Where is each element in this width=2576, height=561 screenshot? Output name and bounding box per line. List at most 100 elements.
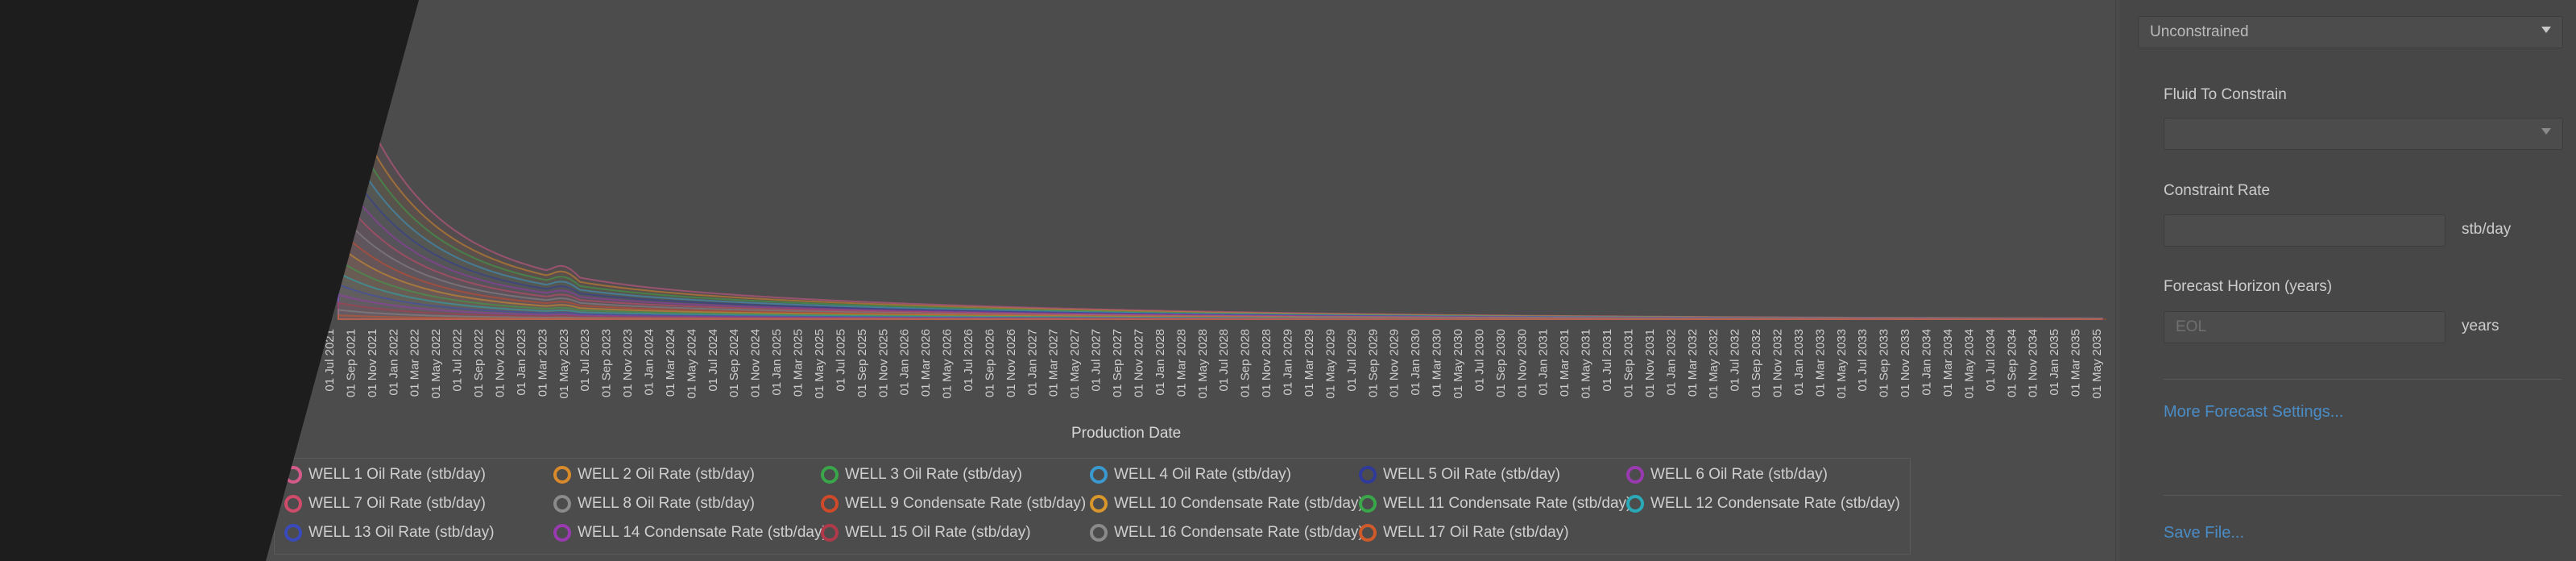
x-tick-label: 01 Sep 2025	[855, 329, 869, 397]
x-tick-label: 01 Nov 2026	[1004, 329, 1018, 397]
x-tick-label: 01 Jul 2032	[1729, 329, 1742, 392]
more-forecast-settings-link[interactable]: More Forecast Settings...	[2164, 403, 2344, 421]
production-chart: 01 Jul 2021 01 Sep 2021 01 Nov 2021 01 Jan …	[274, 44, 2106, 555]
x-tick-label: 01 Jul 2034	[1984, 329, 1998, 392]
legend-label: WELL 16 Condensate Rate (stb/day)	[1114, 524, 1364, 541]
x-tick-label: 01 Sep 2022	[472, 329, 486, 397]
legend-label: WELL 3 Oil Rate (stb/day)	[845, 466, 1022, 483]
x-tick-label: 01 Nov 2027	[1133, 329, 1146, 397]
forecast-horizon-unit: years	[2462, 318, 2499, 335]
x-tick-label: 01 Jan 2033	[1792, 329, 1806, 396]
save-file-link[interactable]: Save File...	[2164, 524, 2245, 542]
x-tick-label: 01 May 2033	[1835, 329, 1849, 399]
x-tick-label: 01 Nov 2031	[1643, 329, 1657, 397]
legend-item-8[interactable]: WELL 8 Oil Rate (stb/day)	[553, 494, 755, 513]
x-tick-label: 01 May 2024	[685, 329, 698, 399]
series-area-17	[338, 314, 2102, 320]
legend-item-2[interactable]: WELL 2 Oil Rate (stb/day)	[553, 465, 755, 484]
x-tick-label: 01 Sep 2027	[1111, 329, 1124, 397]
legend-item-1[interactable]: WELL 1 Oil Rate (stb/day)	[284, 465, 486, 484]
chart-plot: 01 Jul 2021 01 Sep 2021 01 Nov 2021 01 Jan …	[323, 44, 2106, 399]
legend-item-15[interactable]: WELL 15 Oil Rate (stb/day)	[821, 523, 1031, 542]
legend-label: WELL 15 Oil Rate (stb/day)	[845, 524, 1031, 541]
x-tick-label: 01 May 2029	[1323, 329, 1337, 399]
legend-item-12[interactable]: WELL 12 Condensate Rate (stb/day)	[1626, 494, 1900, 513]
legend-marker-icon	[1090, 466, 1108, 484]
legend-label: WELL 1 Oil Rate (stb/day)	[309, 466, 486, 483]
x-tick-label: 01 Mar 2026	[919, 329, 933, 397]
legend-item-17[interactable]: WELL 17 Oil Rate (stb/day)	[1359, 523, 1569, 542]
legend-item-5[interactable]: WELL 5 Oil Rate (stb/day)	[1359, 465, 1560, 484]
x-tick-label: 01 Jan 2023	[515, 329, 528, 396]
legend-label: WELL 12 Condensate Rate (stb/day)	[1650, 495, 1900, 512]
x-tick-label: 01 Mar 2034	[1941, 329, 1955, 397]
legend-item-14[interactable]: WELL 14 Condensate Rate (stb/day)	[553, 523, 827, 542]
constraint-type-select[interactable]: Unconstrained	[2138, 16, 2563, 48]
legend-item-9[interactable]: WELL 9 Condensate Rate (stb/day)	[821, 494, 1086, 513]
x-tick-label: 01 Mar 2033	[1813, 329, 1827, 397]
x-tick-label: 01 May 2034	[1962, 329, 1976, 399]
x-tick-label: 01 Jan 2031	[1537, 329, 1551, 396]
legend-marker-icon	[553, 466, 571, 484]
legend-label: WELL 17 Oil Rate (stb/day)	[1383, 524, 1569, 541]
x-tick-label: 01 Jan 2025	[770, 329, 784, 396]
legend-item-11[interactable]: WELL 11 Condensate Rate (stb/day)	[1359, 494, 1631, 513]
legend-item-4[interactable]: WELL 4 Oil Rate (stb/day)	[1090, 465, 1291, 484]
forecast-horizon-input[interactable]: EOL	[2164, 311, 2446, 343]
legend-item-7[interactable]: WELL 7 Oil Rate (stb/day)	[284, 494, 486, 513]
constraint-rate-input[interactable]	[2164, 214, 2446, 247]
legend-label: WELL 10 Condensate Rate (stb/day)	[1114, 495, 1364, 512]
x-tick-label: 01 Sep 2029	[1366, 329, 1380, 397]
x-axis-label: Production Date	[1071, 425, 1182, 442]
legend-marker-icon	[284, 495, 302, 513]
legend-marker-icon	[821, 524, 839, 542]
legend-label: WELL 14 Condensate Rate (stb/day)	[578, 524, 827, 541]
x-tick-label: 01 Jul 2031	[1601, 329, 1614, 392]
x-tick-label: 01 Jan 2030	[1409, 329, 1423, 396]
legend-item-13[interactable]: WELL 13 Oil Rate (stb/day)	[284, 523, 495, 542]
x-tick-label: 01 Nov 2025	[876, 329, 890, 397]
legend-label: WELL 13 Oil Rate (stb/day)	[309, 524, 495, 541]
x-tick-label: 01 Mar 2028	[1174, 329, 1188, 397]
x-tick-label: 01 Jul 2022	[451, 329, 465, 392]
legend-item-10[interactable]: WELL 10 Condensate Rate (stb/day)	[1090, 494, 1364, 513]
legend-label: WELL 6 Oil Rate (stb/day)	[1650, 466, 1828, 483]
x-tick-label: 01 Mar 2031	[1558, 329, 1572, 397]
legend-marker-icon	[821, 466, 839, 484]
series-area-1	[338, 44, 2103, 320]
x-tick-label: 01 Jul 2027	[1090, 329, 1104, 392]
x-tick-label: 01 Sep 2026	[983, 329, 996, 397]
panel-splitter[interactable]	[2115, 0, 2121, 561]
legend-marker-icon	[1090, 524, 1108, 542]
x-tick-label: 01 May 2031	[1580, 329, 1593, 399]
forecast-settings-panel: Unconstrained Fluid To Constrain Constra…	[2120, 0, 2576, 561]
x-tick-label: 01 Mar 2025	[792, 329, 806, 397]
legend-marker-icon	[1359, 524, 1377, 542]
fluid-to-constrain-select[interactable]	[2164, 118, 2563, 150]
x-tick-label: 01 Sep 2031	[1622, 329, 1636, 397]
legend-marker-icon	[284, 524, 302, 542]
legend-item-3[interactable]: WELL 3 Oil Rate (stb/day)	[821, 465, 1022, 484]
constraint-type-value: Unconstrained	[2150, 23, 2249, 40]
x-tick-label: 01 Sep 2030	[1494, 329, 1508, 397]
x-tick-label: 01 Nov 2023	[621, 329, 635, 397]
forecast-horizon-placeholder: EOL	[2176, 318, 2207, 335]
x-tick-label: 01 May 2035	[2090, 329, 2104, 399]
x-tick-label: 01 May 2028	[1196, 329, 1210, 399]
x-tick-label: 01 Mar 2030	[1431, 329, 1444, 397]
legend-item-16[interactable]: WELL 16 Condensate Rate (stb/day)	[1090, 523, 1364, 542]
x-tick-label: 01 Jan 2026	[898, 329, 912, 396]
x-tick-label: 01 Sep 2024	[727, 329, 741, 397]
x-tick-label: 01 Jul 2021	[323, 329, 337, 392]
forecast-horizon-label: Forecast Horizon (years)	[2164, 278, 2333, 295]
legend-marker-icon	[1359, 495, 1377, 513]
legend-item-6[interactable]: WELL 6 Oil Rate (stb/day)	[1626, 465, 1828, 484]
legend-marker-icon	[821, 495, 839, 513]
x-tick-label: 01 Nov 2034	[2027, 329, 2040, 397]
x-tick-label: 01 Mar 2023	[536, 329, 549, 397]
legend-marker-icon	[1359, 466, 1377, 484]
x-tick-label: 01 Jul 2026	[962, 329, 975, 392]
x-tick-label: 01 Mar 2035	[2069, 329, 2083, 397]
separator	[2164, 495, 2562, 496]
x-tick-label: 01 Mar 2022	[408, 329, 422, 397]
